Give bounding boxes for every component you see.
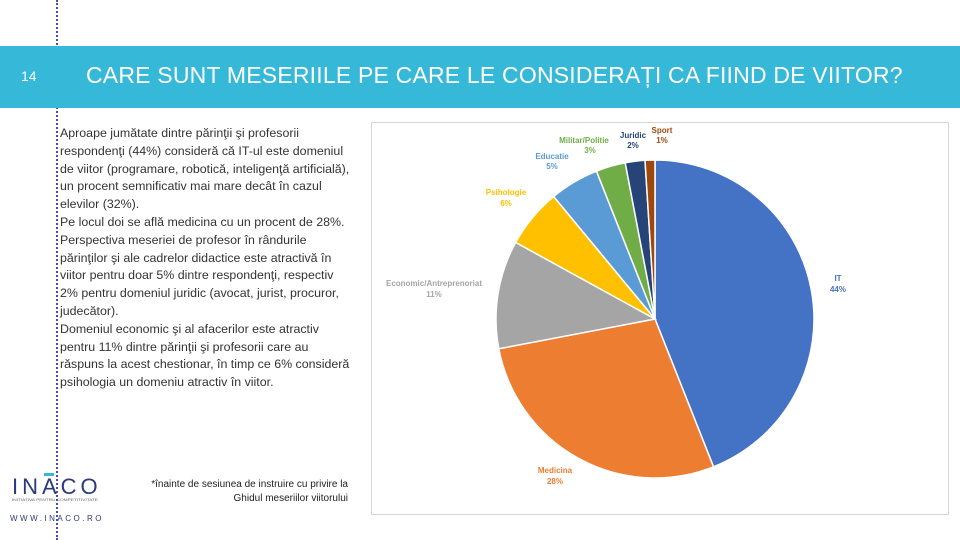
slice-label-value: 3% xyxy=(584,146,596,155)
slice-label-value: 28% xyxy=(547,477,563,486)
header-band xyxy=(0,46,960,108)
slice-label-value: 6% xyxy=(500,199,512,208)
slice-label-name: Psihologie xyxy=(486,188,527,197)
slice-label-name: Educatie xyxy=(535,152,569,161)
slice-label-name: Sport xyxy=(652,126,673,135)
slice-label-name: Militar/Politie xyxy=(559,136,609,145)
inaco-logo: INACO INITIATIVA PENTRU COMPETITIVITATE xyxy=(12,473,102,502)
slice-label-name: Juridic xyxy=(620,131,647,140)
slice-label-value: 1% xyxy=(656,136,668,145)
paragraph-profesor: Perspectiva meseriei de profesor în rând… xyxy=(60,232,339,318)
slice-label-value: 11% xyxy=(426,290,442,299)
footnote: *înainte de sesiunea de instruire cu pri… xyxy=(151,479,348,504)
paragraph-it: Aproape jumătate dintre părinţii şi prof… xyxy=(60,126,350,212)
logo-website: WWW.INACO.RO xyxy=(10,514,104,523)
slide-title: CARE SUNT MESERIILE PE CARE LE CONSIDERA… xyxy=(86,62,903,88)
pie-slice-economic-antreprenoriat xyxy=(495,241,658,350)
paragraph-economic: Domeniul economic şi al afacerilor este … xyxy=(60,321,350,390)
logo-tagline: INITIATIVA PENTRU COMPETITIVITATE xyxy=(12,498,99,502)
pie-chart: IT 44% Medicina 28% Economic/Antreprenoriat 1… xyxy=(371,122,949,515)
body-text: Aproape jumătate dintre părinţii şi prof… xyxy=(60,125,350,392)
dotted-divider xyxy=(56,0,58,540)
slice-label-value: 5% xyxy=(546,162,558,171)
paragraph-medicina: Pe locul doi se află medicina cu un proc… xyxy=(60,214,345,229)
slice-label-name: Economic/Antreprenoriat xyxy=(386,279,482,288)
pie-chart-svg: IT 44% Medicina 28% Economic/Antreprenoriat 1… xyxy=(386,126,846,486)
slice-label-name: Medicina xyxy=(538,466,573,475)
logo-name: INACO xyxy=(12,474,102,499)
pie-slice-medicina xyxy=(497,318,715,479)
logo-accent xyxy=(44,473,54,476)
slide-number: 14 xyxy=(21,68,37,84)
pie-slice-it xyxy=(654,159,815,468)
slice-label-value: 44% xyxy=(830,285,846,294)
slice-label-name: IT xyxy=(834,274,841,283)
slice-label-value: 2% xyxy=(627,141,639,150)
pie-slice-sport xyxy=(644,159,656,320)
